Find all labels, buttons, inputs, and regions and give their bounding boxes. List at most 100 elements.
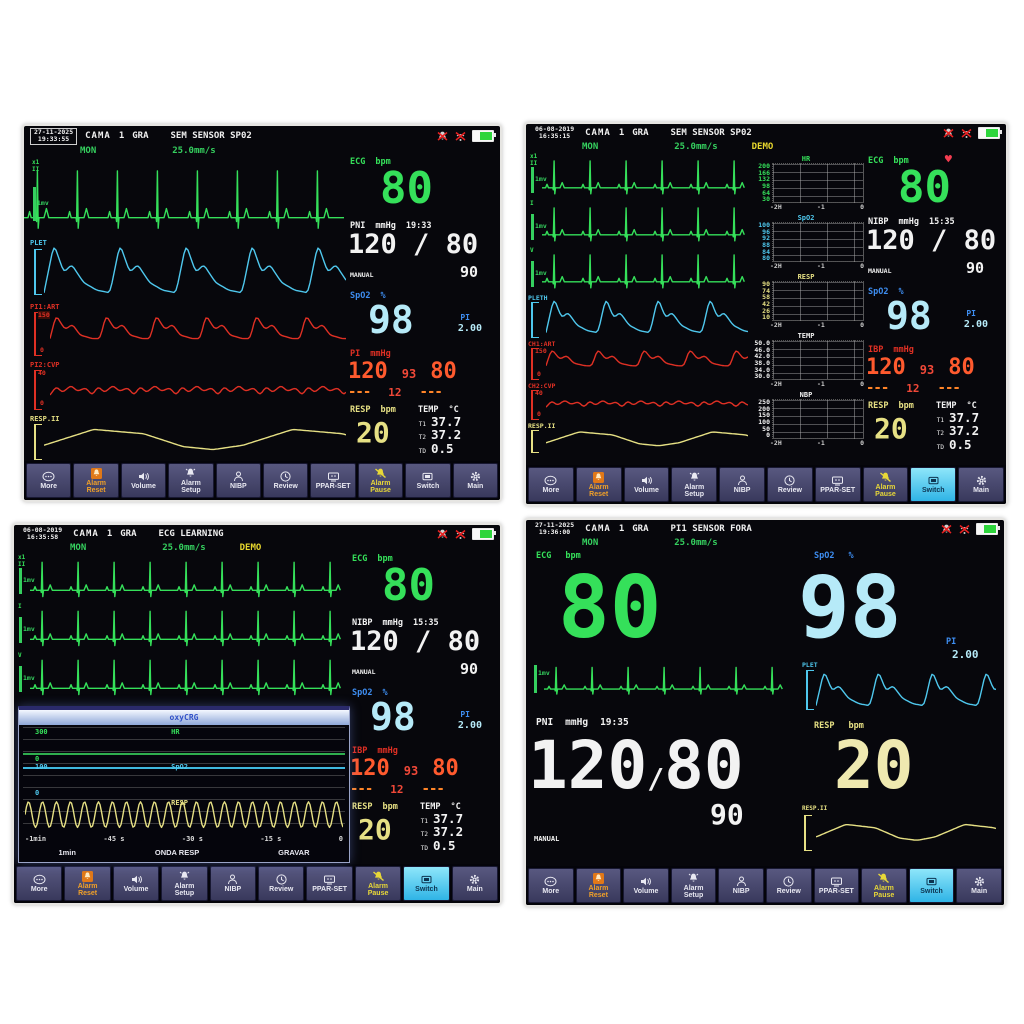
more-button[interactable]: More — [26, 463, 72, 498]
more-button[interactable]: More — [16, 866, 63, 901]
resp-value: 20 — [356, 415, 390, 449]
resp-wave-button[interactable]: ONDA RESP — [154, 847, 200, 857]
xtick: -2H — [770, 320, 782, 329]
ecg-lead-label: II — [530, 159, 538, 167]
switch-button[interactable]: Switch — [403, 866, 450, 901]
xtick: 0 — [338, 834, 343, 843]
review-button[interactable]: Review — [766, 467, 813, 502]
ibp-header: IBP mmHg — [348, 746, 496, 756]
ppar-set-button[interactable]: PPAR-SET — [310, 463, 356, 498]
main-button[interactable]: Main — [958, 467, 1004, 502]
volume-button[interactable]: Volume — [623, 467, 670, 502]
alarm-reset-button[interactable]: Alarm Reset — [575, 868, 622, 903]
ibp-dash: --- — [421, 780, 445, 797]
resp-unit: bpm — [848, 720, 864, 731]
switch-button[interactable]: Switch — [910, 467, 957, 502]
sweep-speed: 25.0mm/s — [162, 542, 206, 553]
button-label: Alarm Reset — [77, 882, 98, 897]
button-label: More — [542, 487, 560, 495]
record-button[interactable]: GRAVAR — [278, 847, 310, 857]
more-button[interactable]: More — [528, 467, 574, 502]
review-button[interactable]: Review — [263, 463, 309, 498]
temp-t2-value: 37.2 — [431, 427, 462, 443]
resp-wave-row: RESP.II — [526, 422, 748, 455]
alarm-pause-button[interactable]: Alarm Pause — [354, 866, 402, 901]
alarm-reset-button[interactable]: Alarm Reset — [64, 866, 111, 901]
main-button[interactable]: Main — [451, 866, 499, 901]
ppar-set-button[interactable]: PPAR-SET — [813, 868, 860, 903]
review-icon — [279, 470, 292, 483]
review-button[interactable]: Review — [765, 868, 812, 903]
nibp-slash: / — [398, 625, 448, 657]
alarm-reset-button[interactable]: Alarm Reset — [73, 463, 119, 498]
toolbar: More Alarm Reset Volume Alarm Setup NIBP Revi… — [14, 864, 500, 903]
nibp-button[interactable]: NIBP — [719, 467, 765, 502]
ecg-cal-label: 1mv — [535, 221, 547, 230]
spo2-label: SpO2 — [352, 687, 373, 698]
ibp-dia: 80 — [430, 358, 457, 384]
ecg-unit: bpm — [377, 553, 393, 564]
alarm-pause-button[interactable]: Alarm Pause — [862, 467, 909, 502]
review-button[interactable]: Review — [258, 866, 305, 901]
ecg-header: ECG bpm — [348, 554, 496, 564]
hr-max-label: 300 — [35, 727, 48, 736]
xtick: -1 — [817, 379, 825, 388]
spo2-max-label: 100 — [35, 762, 48, 771]
temp-row-t2: T2 37.2 — [414, 428, 496, 441]
xtick: 0 — [860, 261, 864, 270]
alarm-setup-button[interactable]: Alarm Setup — [161, 866, 208, 901]
ppar-set-button[interactable]: PPAR-SET — [306, 866, 353, 901]
nibp-button[interactable]: NIBP — [209, 866, 257, 901]
button-label: Main — [467, 483, 484, 491]
switch-button[interactable]: Switch — [405, 463, 451, 498]
ppar-set-button[interactable]: PPAR-SET — [814, 467, 861, 502]
temp-tile: TEMP °C T1 37.7 T2 37.2 TD 0.5 — [408, 405, 496, 461]
nibp-button[interactable]: NIBP — [718, 868, 764, 903]
battery-icon — [978, 127, 1002, 140]
ecg-label: ECG — [868, 155, 884, 166]
ecg-waveform — [24, 170, 344, 229]
alarm-pause-button[interactable]: Alarm Pause — [357, 463, 404, 498]
more-button[interactable]: More — [528, 868, 574, 903]
nibp-slash: / — [914, 224, 964, 256]
art-wave-row: CH1:ART 150 0 — [526, 340, 748, 382]
button-label: More — [542, 888, 560, 896]
popup-x-axis: -1min -45 s -30 s -15 s 0 — [19, 834, 349, 844]
temp-row-td: TD 0.5 — [414, 441, 496, 455]
button-label: Alarm Reset — [588, 483, 609, 498]
review-icon — [782, 875, 795, 888]
ytick: 58 — [762, 293, 770, 302]
trend-y-axis: 250 200 150 100 50 0 — [748, 399, 772, 439]
alarm-pause-button[interactable]: Alarm Pause — [861, 868, 907, 903]
spo2-unit: % — [848, 550, 854, 561]
nibp-icon — [736, 474, 749, 487]
alarm-reset-button[interactable]: Alarm Reset — [575, 467, 622, 502]
trend-x-axis: -2H -1 0 — [748, 203, 864, 211]
resp-wave-label: RESP.II — [802, 804, 828, 812]
alarm-reset-icon — [592, 872, 605, 885]
bed-label: CAMA — [73, 529, 99, 540]
main-button[interactable]: Main — [452, 463, 499, 498]
alarm-setup-button[interactable]: Alarm Setup — [671, 467, 718, 502]
ecg-waveform — [542, 160, 745, 195]
interval-button[interactable]: 1min — [58, 847, 76, 857]
button-label: NIBP — [733, 487, 751, 495]
button-label: NIBP — [732, 888, 750, 896]
temp-header: TEMP °C — [416, 802, 496, 812]
switch-button[interactable]: Switch — [908, 868, 955, 903]
pi-value: 2.00 — [457, 322, 482, 334]
nibp-tile: NIBP mmHg 15:35 120 / 80 90 MANUAL — [348, 618, 496, 688]
alarm-setup-button[interactable]: Alarm Setup — [168, 463, 214, 498]
volume-button[interactable]: Volume — [112, 866, 160, 901]
alarm-setup-button[interactable]: Alarm Setup — [670, 868, 717, 903]
volume-button[interactable]: Volume — [623, 868, 669, 903]
main-button[interactable]: Main — [956, 868, 1002, 903]
resp-unit: bpm — [380, 404, 396, 415]
button-label: PPAR-SET — [312, 886, 348, 894]
trend-x-axis: -2H -1 0 — [748, 439, 864, 447]
volume-button[interactable]: Volume — [120, 463, 167, 498]
date: 27-11-2025 — [535, 521, 575, 529]
hr-value: 80 — [380, 162, 433, 214]
ecg-waveform — [30, 610, 341, 647]
nibp-button[interactable]: NIBP — [215, 463, 262, 498]
